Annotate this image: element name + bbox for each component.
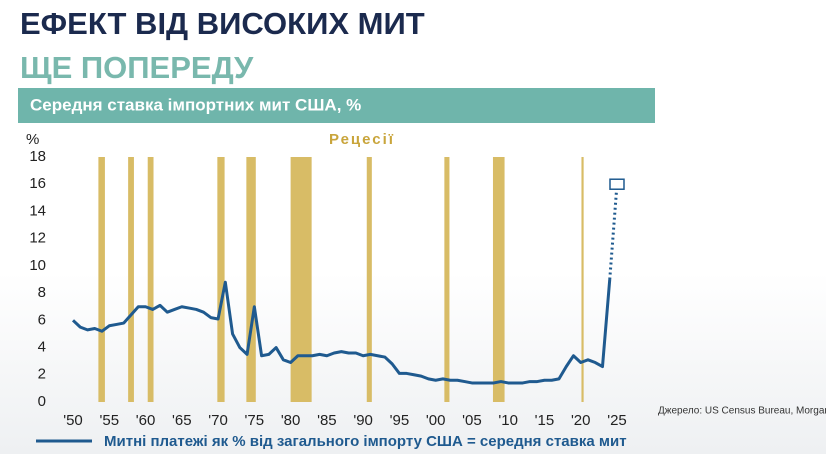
x-tick-label: '50 <box>63 412 83 429</box>
recession-band <box>581 157 584 402</box>
recession-band <box>492 157 505 402</box>
x-tick-label: '95 <box>390 412 410 429</box>
slide-title: ЕФЕКТ ВІД ВИСОКИХ МИТ <box>20 6 425 41</box>
x-tick-label: '80 <box>281 412 301 429</box>
y-unit-label: % <box>26 131 39 148</box>
projection-marker <box>609 178 625 190</box>
x-tick-label: '05 <box>462 412 482 429</box>
projection-line <box>608 184 619 280</box>
source: Джерело: US Census Bureau, Morgan Sta <box>658 406 826 417</box>
x-tick-label: '70 <box>208 412 228 429</box>
x-tick-label: '15 <box>535 412 555 429</box>
x-tick-label: '65 <box>172 412 192 429</box>
x-tick-label: '90 <box>353 412 373 429</box>
recession-band <box>246 157 256 402</box>
chart-title: Середня ставка імпортних мит США, % <box>30 95 361 114</box>
recession-band <box>217 157 225 402</box>
y-tick-label: 8 <box>38 284 46 301</box>
y-tick-label: 12 <box>29 230 46 247</box>
x-tick-label: '55 <box>99 412 119 429</box>
recession-band <box>98 157 105 402</box>
y-tick-label: 2 <box>38 366 46 383</box>
y-tick-label: 10 <box>29 257 46 274</box>
recession-band <box>444 157 450 402</box>
x-tick-label: '10 <box>498 412 518 429</box>
y-tick-label: 14 <box>29 202 46 219</box>
recession-band <box>290 157 312 402</box>
recession-band <box>147 157 154 402</box>
plot: 0 2 4 6 8 10 12 14 16 18 '50 '55 '60 '65 '70 '75 '80 '85 '… <box>29 148 626 429</box>
x-tick-label: '25 <box>607 412 627 429</box>
series-line <box>71 279 612 385</box>
recession-band <box>366 157 372 402</box>
x-tick-label: '00 <box>426 412 446 429</box>
y-tick-label: 16 <box>29 175 46 192</box>
x-tick-label: '60 <box>136 412 156 429</box>
y-tick-label: 0 <box>38 393 46 410</box>
legend-label: Митні платежі як % від загального імпорт… <box>104 433 627 450</box>
slide-subtitle: ЩЕ ПОПЕРЕДУ <box>20 50 254 85</box>
x-tick-label: '20 <box>571 412 591 429</box>
y-tick-label: 6 <box>38 311 46 328</box>
title-banner <box>18 88 655 123</box>
x-tick-label: '75 <box>245 412 265 429</box>
recession-band <box>128 157 134 402</box>
y-tick-label: 4 <box>38 339 46 356</box>
y-tick-label: 18 <box>29 148 46 165</box>
recessions-label: Рецесії <box>329 131 395 148</box>
x-tick-label: '85 <box>317 412 337 429</box>
